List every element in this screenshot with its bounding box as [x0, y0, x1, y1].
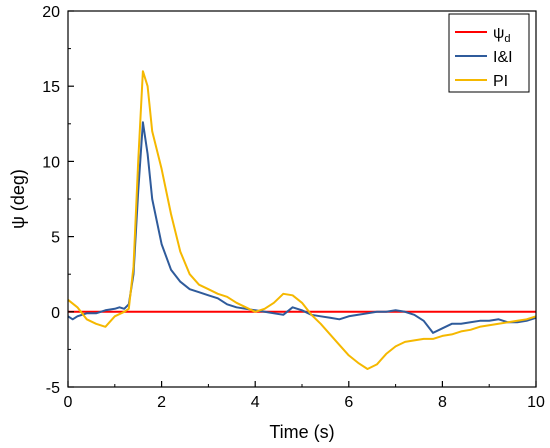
y-tick-label: 0 [51, 305, 60, 322]
x-tick-label: 10 [527, 394, 545, 411]
x-tick-label: 2 [157, 394, 166, 411]
y-tick-label: 20 [42, 4, 60, 21]
y-axis-label: ψ (deg) [8, 169, 28, 229]
legend-label-1: I&I [493, 49, 513, 66]
x-axis: 0 2 4 6 8 10 [64, 381, 545, 411]
plot-area [67, 70, 537, 370]
x-axis-label: Time (s) [269, 422, 334, 442]
x-tick-label: 6 [344, 394, 353, 411]
x-tick-label: 0 [64, 394, 73, 411]
y-tick-label: -5 [46, 380, 60, 397]
legend-label-0: ψd [493, 25, 511, 45]
legend-label-2: PI [493, 73, 508, 90]
y-tick-label: 15 [42, 79, 60, 96]
x-tick-label: 4 [251, 394, 260, 411]
y-tick-label: 10 [42, 154, 60, 171]
x-tick-label: 8 [438, 394, 447, 411]
legend: ψd I&I PI [448, 13, 530, 93]
series-line-2 [67, 70, 537, 370]
y-axis: -5 0 5 10 15 20 [42, 4, 74, 397]
y-tick-label: 5 [51, 230, 60, 247]
